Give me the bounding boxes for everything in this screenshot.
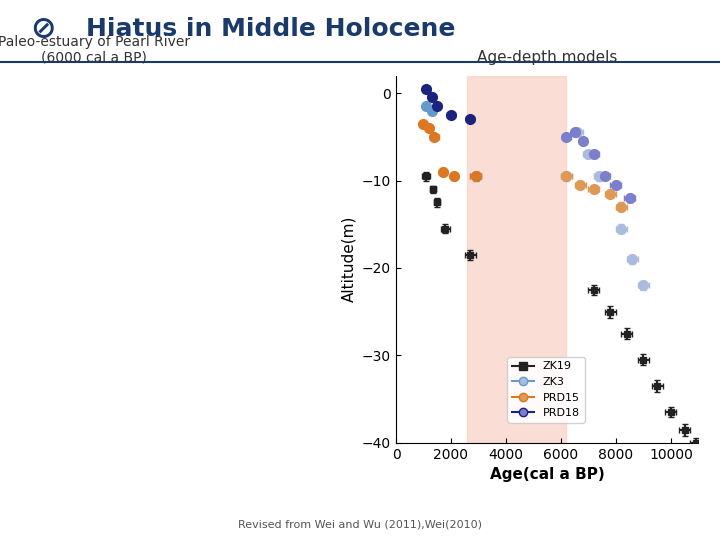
X-axis label: Age(cal a BP): Age(cal a BP) — [490, 467, 605, 482]
Text: Paleo-estuary of Pearl River
(6000 cal a BP): Paleo-estuary of Pearl River (6000 cal a… — [0, 35, 189, 65]
Text: ⊘: ⊘ — [30, 15, 56, 44]
Text: Revised from Wei and Wu (2011),Wei(2010): Revised from Wei and Wu (2011),Wei(2010) — [238, 519, 482, 529]
Text: Hiatus in Middle Holocene: Hiatus in Middle Holocene — [86, 17, 456, 41]
Legend: ZK19, ZK3, PRD15, PRD18: ZK19, ZK3, PRD15, PRD18 — [508, 357, 585, 423]
Bar — [467, 76, 567, 443]
Text: Age-depth models: Age-depth models — [477, 50, 617, 65]
Y-axis label: Altitude(m): Altitude(m) — [341, 216, 356, 302]
